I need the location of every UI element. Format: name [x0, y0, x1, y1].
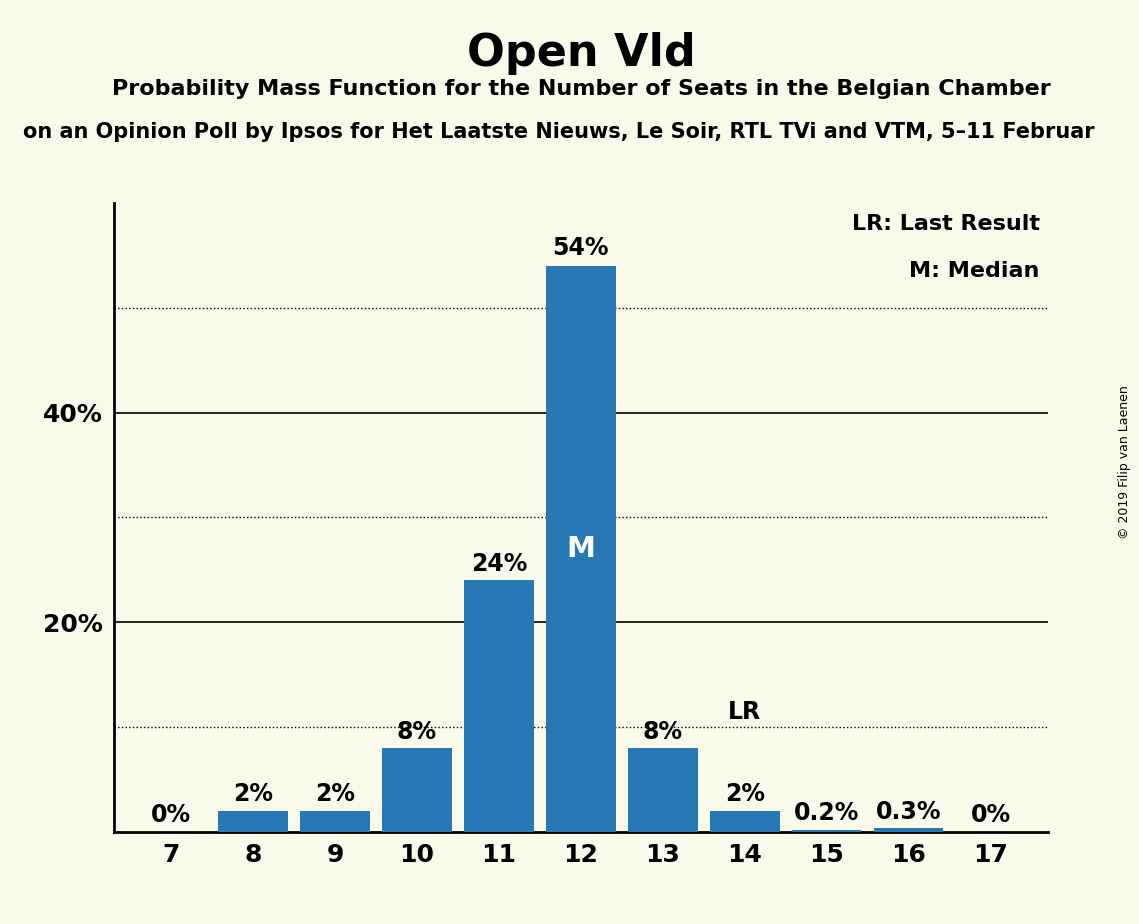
Text: 8%: 8%: [398, 720, 437, 744]
Text: 2%: 2%: [233, 783, 273, 807]
Text: 0.3%: 0.3%: [876, 800, 941, 824]
Text: Open Vld: Open Vld: [467, 32, 695, 76]
Text: M: Median: M: Median: [909, 261, 1040, 281]
Bar: [383, 748, 452, 832]
Text: 54%: 54%: [552, 236, 609, 260]
Bar: [301, 810, 370, 832]
Text: LR: LR: [728, 699, 761, 723]
Bar: [546, 266, 616, 832]
Text: 2%: 2%: [724, 783, 764, 807]
Bar: [874, 829, 943, 832]
Text: 2%: 2%: [316, 783, 355, 807]
Bar: [792, 830, 861, 832]
Text: on an Opinion Poll by Ipsos for Het Laatste Nieuws, Le Soir, RTL TVi and VTM, 5–: on an Opinion Poll by Ipsos for Het Laat…: [23, 122, 1095, 142]
Text: © 2019 Filip van Laenen: © 2019 Filip van Laenen: [1118, 385, 1131, 539]
Text: Probability Mass Function for the Number of Seats in the Belgian Chamber: Probability Mass Function for the Number…: [112, 79, 1050, 99]
Text: M: M: [566, 535, 596, 563]
Text: LR: Last Result: LR: Last Result: [852, 213, 1040, 234]
Bar: [219, 810, 288, 832]
Bar: [710, 810, 779, 832]
Bar: [628, 748, 697, 832]
Text: 0.2%: 0.2%: [794, 801, 859, 825]
Text: 0%: 0%: [151, 803, 191, 827]
Text: 8%: 8%: [642, 720, 683, 744]
Text: 24%: 24%: [470, 552, 527, 576]
Bar: [465, 580, 534, 832]
Text: 0%: 0%: [970, 803, 1010, 827]
